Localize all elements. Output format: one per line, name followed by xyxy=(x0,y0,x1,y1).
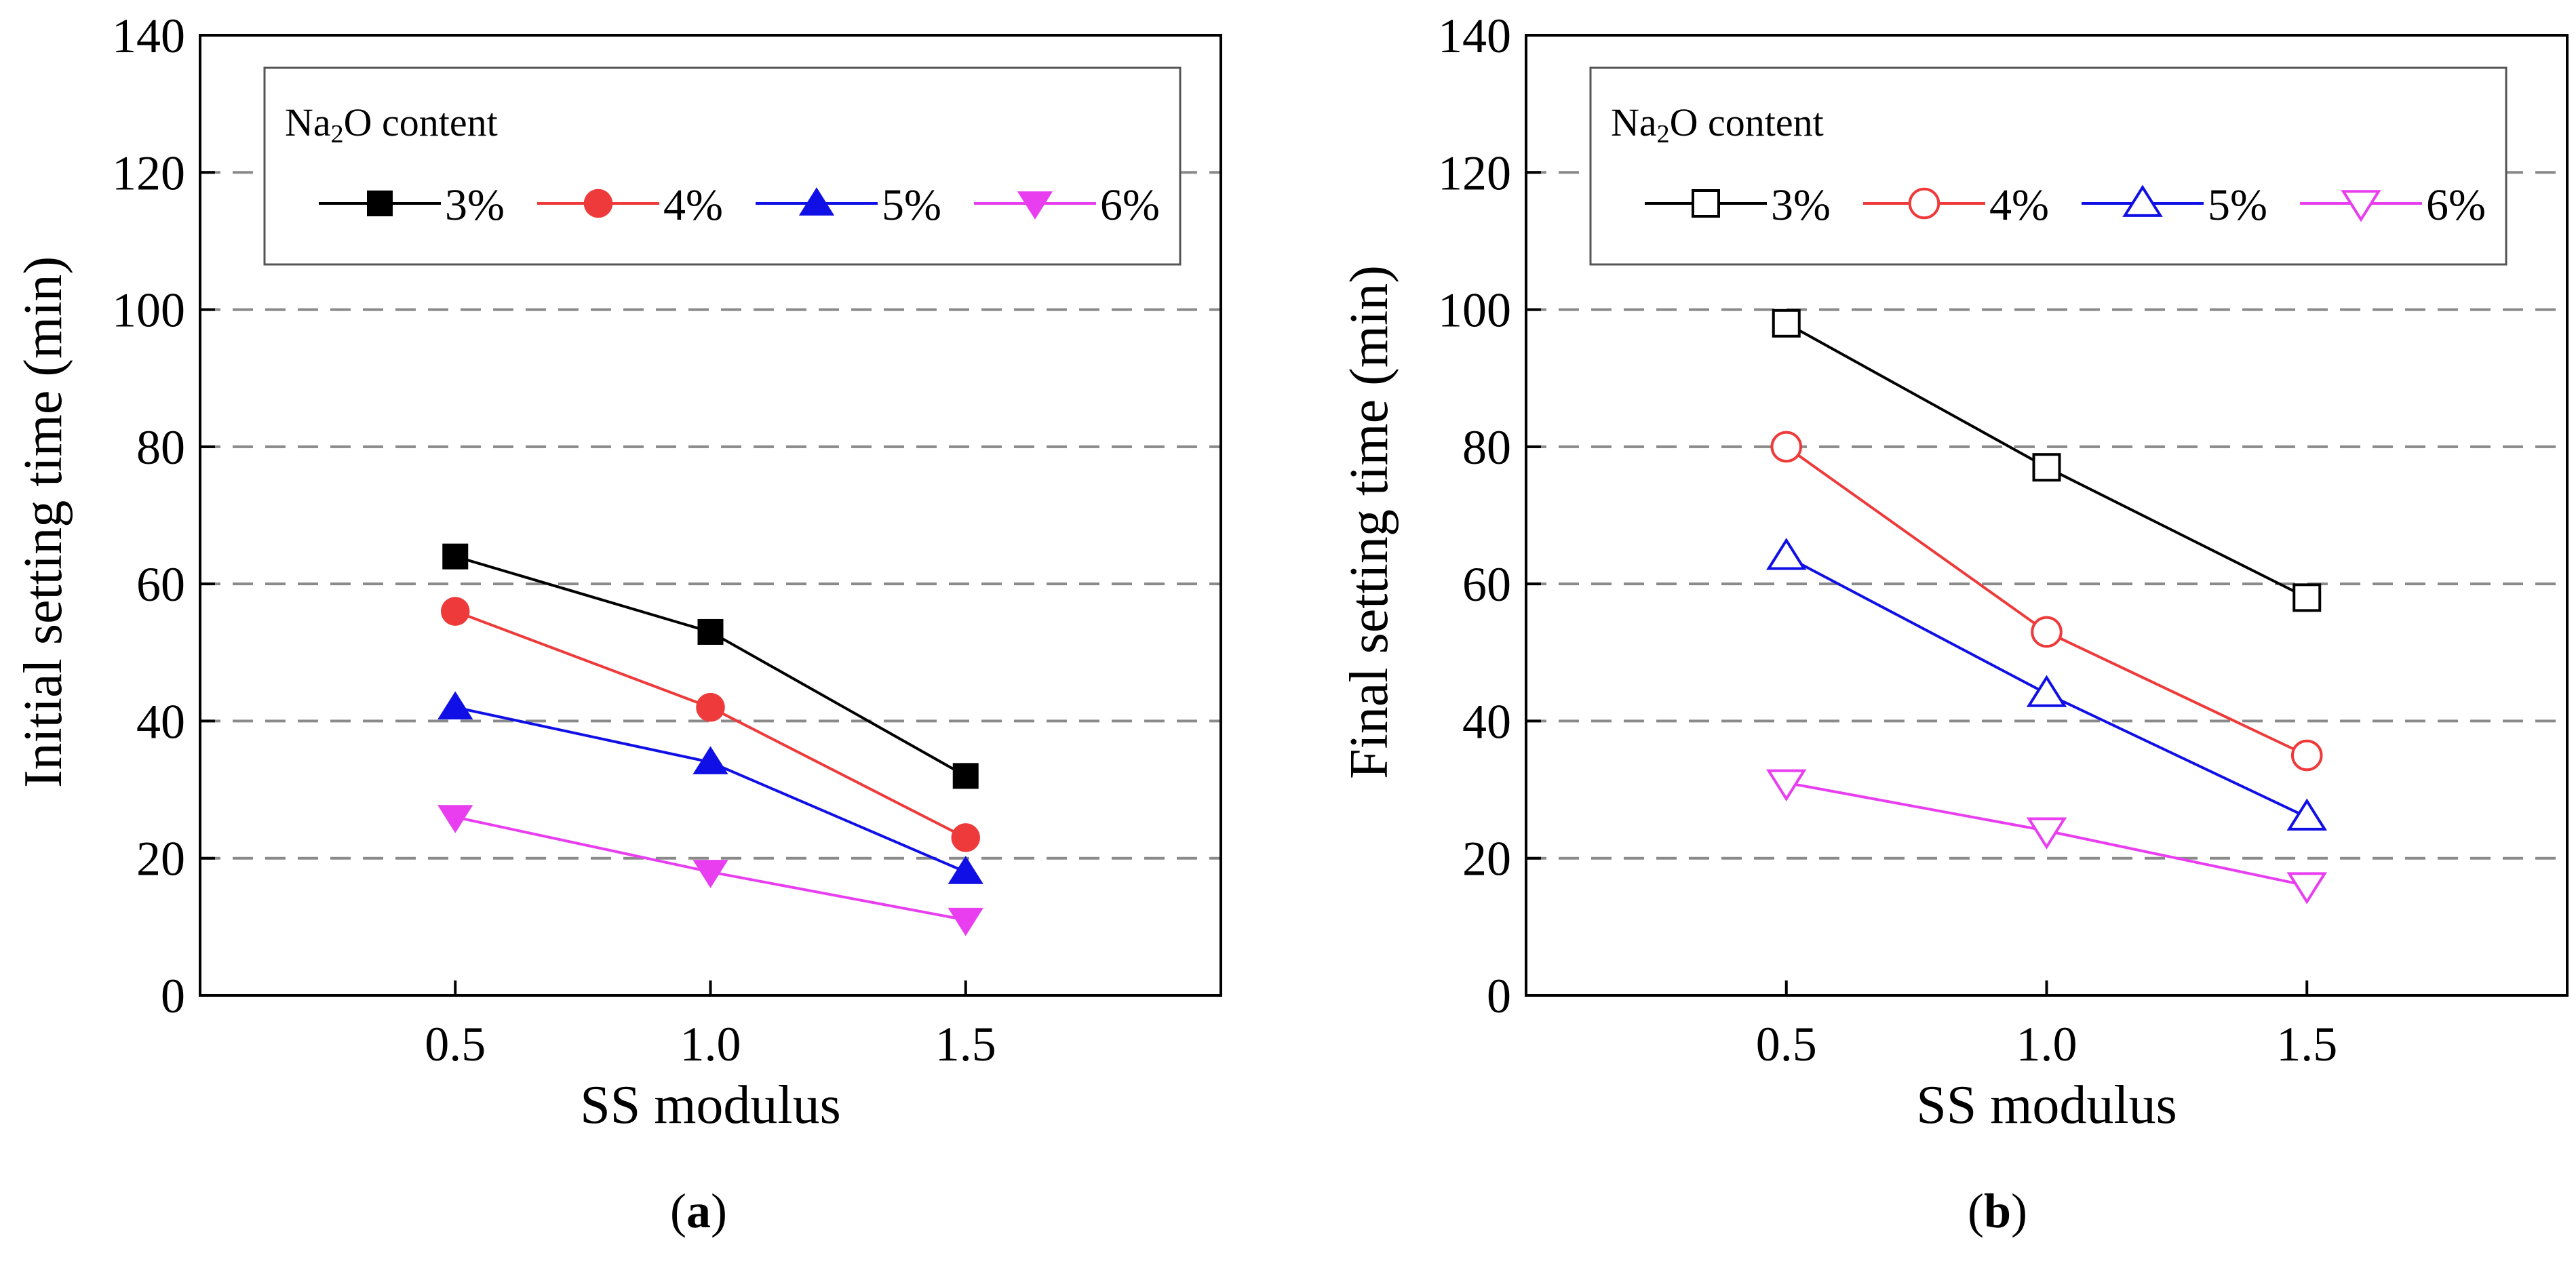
y-tick-label: 20 xyxy=(136,832,185,886)
x-tick-label: 1.5 xyxy=(935,1017,996,1071)
y-tick-label: 120 xyxy=(1438,146,1511,200)
x-axis-label: SS modulus xyxy=(1916,1075,2177,1135)
data-point xyxy=(948,856,983,884)
y-axis-label: Final setting time (min) xyxy=(1340,265,1399,779)
legend-title-rest: O content xyxy=(344,100,498,144)
legend-box xyxy=(263,66,1182,266)
data-point xyxy=(2286,872,2327,905)
data-point xyxy=(952,763,979,789)
legend-entry-label: 5% xyxy=(882,180,941,230)
data-point xyxy=(1770,431,1803,463)
y-tick-label: 140 xyxy=(112,9,185,63)
legend-entry-label: 3% xyxy=(1771,180,1831,230)
data-point xyxy=(2290,739,2323,772)
legend-title: Na2O content xyxy=(285,100,498,148)
chart-b: 0 20 40 60 80 100 120 140 0.5 1.0 1.5 SS modulus Fin… xyxy=(1340,9,2569,1238)
data-point xyxy=(692,746,728,774)
data-point xyxy=(697,618,724,645)
caption-letter: a xyxy=(686,1184,711,1238)
panel-caption: (a) xyxy=(670,1184,727,1238)
data-point xyxy=(442,543,469,570)
caption-close-paren: ) xyxy=(2011,1184,2027,1238)
y-tick-label: 0 xyxy=(1487,969,1511,1023)
data-point xyxy=(696,692,725,722)
panel-caption: (b) xyxy=(1968,1184,2027,1238)
y-tick-label: 0 xyxy=(161,969,185,1023)
legend-entry-label: 6% xyxy=(1100,180,1160,230)
legend-entry-label: 5% xyxy=(2208,180,2267,230)
plot-frame xyxy=(1525,34,2569,997)
x-tick-label: 1.0 xyxy=(2016,1017,2077,1071)
y-tick-label: 140 xyxy=(1438,9,1511,63)
legend-marker xyxy=(1908,187,1940,220)
legend-title-rest: O content xyxy=(1670,100,1824,144)
caption-open-paren: ( xyxy=(670,1184,686,1238)
legend-marker xyxy=(367,191,393,216)
data-point xyxy=(437,691,473,720)
chart-a: 0 20 40 60 80 100 120 140 0.5 1.0 1.5 SS modulus Ini… xyxy=(14,9,1222,1238)
y-tick-label: 40 xyxy=(136,694,185,749)
y-tick-label: 20 xyxy=(1462,832,1511,886)
legend-marker xyxy=(1017,191,1053,220)
legend-marker xyxy=(2122,184,2163,217)
legend-title: Na2O content xyxy=(1611,100,1824,148)
data-point xyxy=(2292,583,2322,612)
legend-entry-label: 4% xyxy=(1989,180,2049,230)
legend-marker xyxy=(1692,189,1720,218)
y-axis-label: Initial setting time (min) xyxy=(14,256,73,788)
y-tick-label: 100 xyxy=(112,283,185,338)
data-point xyxy=(2286,798,2327,831)
x-tick-label: 0.5 xyxy=(1756,1017,1817,1071)
legend-box xyxy=(1589,66,2507,266)
data-point xyxy=(437,805,473,833)
caption-close-paren: ) xyxy=(711,1184,727,1238)
legend: Na2O content 3% 4% 5% 6% xyxy=(263,66,1182,266)
y-tick-label: 80 xyxy=(1462,420,1511,475)
legend-title-subscript: 2 xyxy=(331,120,344,148)
legend-entry-label: 3% xyxy=(445,180,505,230)
data-point xyxy=(1766,538,1807,570)
legend-entry-label: 6% xyxy=(2426,180,2486,230)
y-tick-label: 60 xyxy=(136,557,185,612)
data-point xyxy=(692,860,728,888)
x-tick-label: 1.0 xyxy=(680,1017,741,1071)
legend-marker xyxy=(2341,190,2381,222)
caption-open-paren: ( xyxy=(1968,1184,1984,1238)
legend-marker xyxy=(583,188,613,218)
data-point xyxy=(2031,616,2063,648)
x-tick-label: 0.5 xyxy=(425,1017,486,1071)
legend-marker xyxy=(798,187,835,216)
plot-frame xyxy=(199,34,1222,997)
x-axis-label: SS modulus xyxy=(580,1075,841,1135)
caption-letter: b xyxy=(1984,1184,2011,1238)
y-tick-label: 80 xyxy=(136,420,185,475)
legend-entry-label: 4% xyxy=(663,180,723,230)
series-line-4pct xyxy=(1785,445,2308,757)
y-tick-label: 120 xyxy=(112,146,185,200)
legend-title-subscript: 2 xyxy=(1657,120,1670,148)
y-tick-label: 60 xyxy=(1462,557,1511,612)
legend: Na2O content 3% 4% 5% 6% xyxy=(1589,66,2507,266)
series-line-3pct xyxy=(454,555,967,778)
data-point xyxy=(440,597,470,626)
data-point xyxy=(951,823,981,852)
data-point xyxy=(1772,309,1801,338)
data-point xyxy=(2026,675,2067,707)
data-point xyxy=(1766,769,1807,801)
y-tick-label: 40 xyxy=(1462,694,1511,749)
data-point xyxy=(948,907,983,936)
data-point xyxy=(2026,817,2067,850)
data-point xyxy=(2032,453,2061,482)
x-tick-label: 1.5 xyxy=(2276,1017,2337,1071)
legend-title-main: Na xyxy=(1611,100,1657,144)
legend-title-main: Na xyxy=(285,100,331,144)
y-tick-label: 100 xyxy=(1438,283,1511,338)
